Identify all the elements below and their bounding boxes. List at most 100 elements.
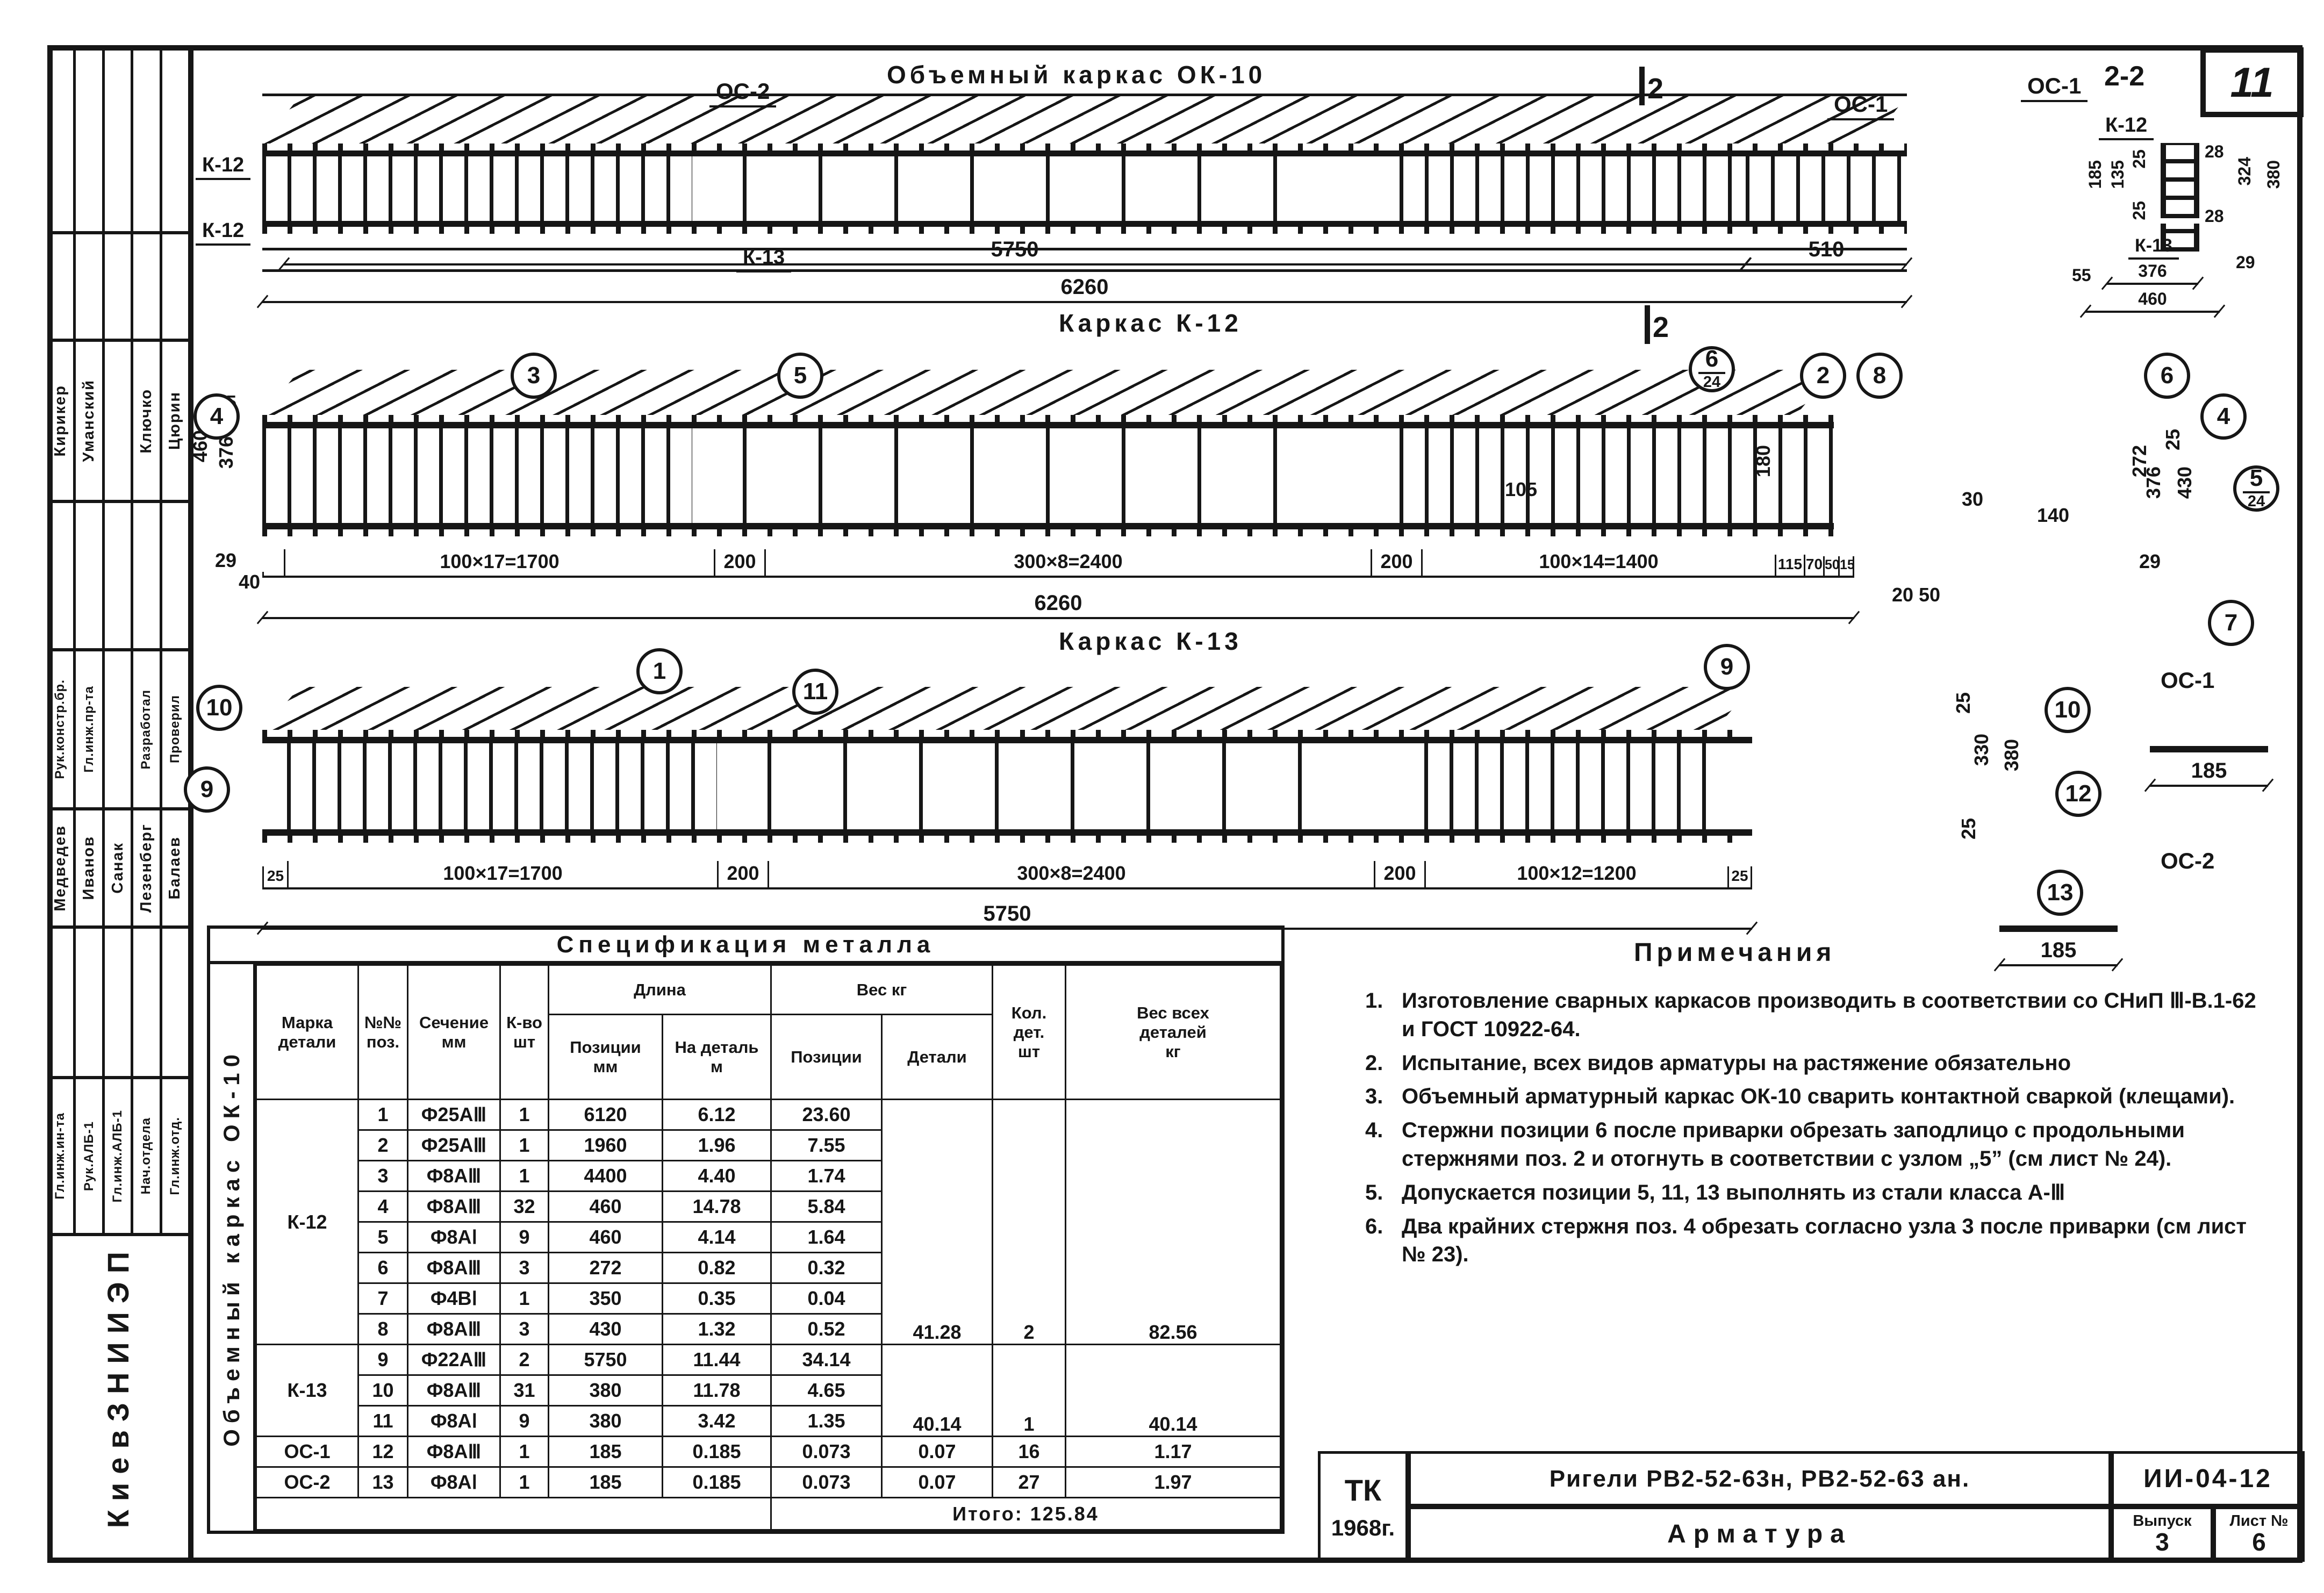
- callout-circle: 10: [196, 685, 242, 731]
- view-title: Каркас К-12: [1059, 309, 1242, 337]
- view-title: Каркас К-13: [1059, 627, 1242, 655]
- top-view-ok10: Объемный каркас ОК-10 ОС-2 2 ОС-1 ОС-1 2…: [193, 46, 2303, 379]
- callout-circle: 4: [2200, 393, 2247, 440]
- dim-label: 25: [2162, 429, 2184, 451]
- dim-label: 25: [1957, 818, 1979, 840]
- cage-k12: [262, 370, 1834, 536]
- sec-dim: 25: [2129, 149, 2149, 169]
- stamp-cell: [105, 234, 134, 339]
- dim-segment: 100×14=1400: [1421, 549, 1775, 576]
- stamp-name-cell: Лезенберг: [133, 810, 162, 925]
- spec-section: Спецификация металла Объемный каркас ОК-…: [207, 925, 1285, 1534]
- callout-circle: 2: [1800, 353, 1846, 399]
- title-block-code: ИИ-04-12: [2111, 1451, 2305, 1506]
- sec-dim: 135: [2108, 160, 2127, 189]
- stamp-name-cell: Цюрин: [162, 342, 188, 500]
- note-item: 2. Испытание, всех видов арматуры на рас…: [1365, 1051, 2071, 1075]
- dim-segment: 50: [1823, 556, 1840, 576]
- stamp-cell: [47, 45, 76, 231]
- stamp-signatures-group2: [47, 929, 188, 1079]
- notes-title: Примечания: [1634, 938, 1836, 967]
- dim-label: 430: [2174, 467, 2196, 499]
- dim-segment: [262, 572, 284, 576]
- callout-circle: 5 24: [2233, 465, 2279, 512]
- stamp-name: Ключко: [137, 388, 155, 454]
- stamp-role: Гл.инж.ин-та: [53, 1113, 68, 1200]
- stamp-role-cell: [105, 651, 134, 807]
- callout-circle: 7: [2208, 600, 2254, 646]
- stamp-name: Уманский: [80, 379, 98, 462]
- dim-label: 50: [1919, 584, 1941, 606]
- callout-circle: 12: [2055, 771, 2101, 817]
- table-row: 3 Ф8АⅢ 1 4400 4.40 1.74: [256, 1160, 1281, 1192]
- table-row: ОС-2 13 Ф8АⅠ 1 185 0.185 0.073 0.07 27 1.97: [255, 1466, 1281, 1498]
- dim-total: 6260: [262, 591, 1854, 619]
- table-row: 8 Ф8АⅢ 3 430 1.32 0.52: [256, 1313, 1281, 1345]
- sec-dim: 380: [2264, 160, 2283, 189]
- stamp-name: Балаев: [166, 836, 184, 900]
- stamp-role-cell: Нач.отдела: [133, 1079, 162, 1233]
- stamp-name: Медведев: [51, 824, 69, 912]
- stamp-name: Санак: [109, 842, 126, 894]
- stamp-roles-group1: Рук.констр.бр. Гл.инж.пр-та Разработал Пров…: [47, 651, 188, 810]
- spec-title: Спецификация металла: [207, 925, 1285, 961]
- dim-segment: 100×17=1700: [287, 861, 717, 887]
- note-item: 6. Два крайних стержня поз. 4 обрезать с…: [1365, 1214, 2247, 1267]
- sheet-frame: [47, 45, 2303, 1563]
- stamp-name-cell: Ключко: [133, 342, 162, 500]
- corner-sheet-box: 11: [2200, 47, 2304, 117]
- k13-dim-chain: 25 100×17=1700 200 300×8=2400 200 100×12=1200…: [262, 861, 1752, 889]
- stamp-role-cell: Рук.констр.бр.: [47, 651, 76, 807]
- stamp-role-cell: Гл.инж.ин-та: [47, 1079, 76, 1233]
- sec-dim: 460: [2085, 289, 2220, 313]
- stamp-signature-cell: [105, 929, 134, 1076]
- stamp-name-cell: Медведев: [47, 810, 76, 925]
- stamp-empty-row: [47, 45, 188, 234]
- dim-510: 510: [1746, 238, 1907, 266]
- sec-dim: 28: [2205, 142, 2224, 161]
- stamp-cell: [133, 234, 162, 339]
- dim-segment: 100×17=1700: [284, 549, 714, 576]
- dim-segment: 200: [1374, 861, 1424, 887]
- stamp-cell: [105, 45, 134, 231]
- dim-label: 140: [2037, 504, 2070, 526]
- dim-185-os1: 185: [2150, 759, 2268, 787]
- stamp-role: Гл.инж.отд.: [167, 1117, 182, 1195]
- label-os2-detail: ОС-2: [2161, 848, 2215, 873]
- title-block-subject: Арматура: [1408, 1506, 2111, 1562]
- stamp-name-cell: [105, 342, 134, 500]
- sec-dim: 29: [2236, 253, 2255, 272]
- table-row: 10 Ф8АⅢ 31 380 11.78 4.65: [256, 1374, 1281, 1407]
- k12-callouts: 3 5 6 24 2 8 6: [193, 301, 2303, 699]
- dim-segment: 300×8=2400: [764, 549, 1371, 576]
- stamp-name: Кирикер: [51, 385, 69, 457]
- stamp-signature-cell: [76, 503, 105, 648]
- k12-view: Каркас К-12 2 3: [189, 301, 2303, 699]
- stamp-cell: [47, 234, 76, 339]
- stamp-name-cell: Санак: [105, 810, 134, 925]
- dim-label: 105: [1505, 478, 1538, 500]
- dim-label: 330: [1970, 734, 1992, 766]
- stamp-name: Цюрин: [166, 391, 184, 450]
- dim-segment: 100×12=1200: [1424, 861, 1727, 887]
- os1-rod: [2150, 746, 2268, 752]
- sec-dim: 28: [2205, 206, 2224, 226]
- cage-ok10: [262, 94, 1907, 274]
- stamp-role: Проверил: [167, 695, 182, 764]
- stamp-signature-cell: [47, 503, 76, 648]
- stamp-signature-cell: [162, 929, 188, 1076]
- table-row: 11 Ф8АⅠ 9 380 3.42 1.35: [256, 1405, 1281, 1437]
- label-k12-b: К-12: [196, 219, 251, 246]
- dim-label: 29: [215, 549, 237, 571]
- table-row: 2 Ф25АⅢ 1 1960 1.96 7.55: [256, 1129, 1281, 1161]
- k13-callouts: 10 11 9 9 10 12: [184, 618, 2303, 1129]
- callout-circle: 9: [1704, 644, 1750, 690]
- dim-segment: 200: [717, 861, 768, 887]
- spec-side-label: Объемный каркас ОК-10: [210, 964, 255, 1531]
- stamp-cell: [76, 45, 105, 231]
- stamp-role-cell: Разработал: [133, 651, 162, 807]
- stamp-org-row: КиевЗНИИЭП: [47, 1236, 188, 1535]
- left-stamp: Кирикер Уманский Ключко Цюрин Рук.констр.бр…: [47, 45, 193, 1563]
- table-row: 5 Ф8АⅠ 9 460 4.14 1.64: [256, 1221, 1281, 1253]
